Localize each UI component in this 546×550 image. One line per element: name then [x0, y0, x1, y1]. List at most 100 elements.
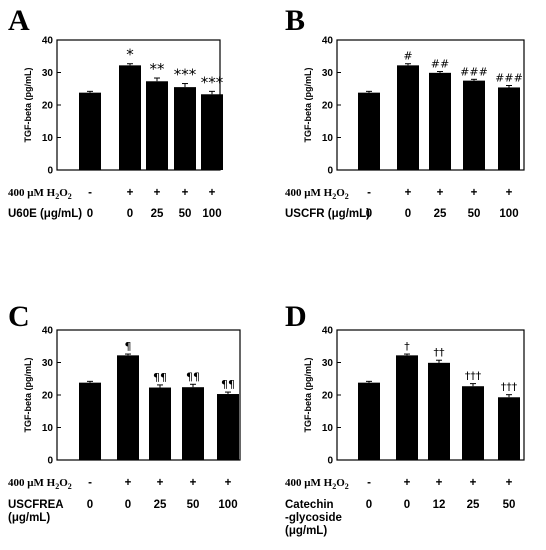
- significance-mark: ***: [174, 66, 197, 84]
- h2o2-label-o: O: [336, 187, 345, 199]
- bar: [358, 382, 380, 460]
- h2o2-value: +: [225, 477, 232, 489]
- y-tick-label: 10: [42, 423, 54, 434]
- h2o2-value: +: [182, 187, 189, 199]
- y-tick-label: 40: [322, 326, 334, 337]
- significance-mark: ***: [201, 73, 224, 91]
- dose-label: U60E (μg/mL): [8, 208, 82, 220]
- significance-mark: ¶¶: [221, 378, 235, 391]
- bar: [146, 81, 168, 170]
- x-tick-label: 25: [154, 499, 167, 511]
- h2o2-value: +: [506, 477, 513, 489]
- y-tick-label: 0: [327, 166, 333, 177]
- x-tick-label: 50: [503, 499, 516, 511]
- h2o2-label-sub: 2: [55, 192, 59, 201]
- h2o2-label-o: O: [59, 477, 68, 489]
- bar: [182, 387, 204, 460]
- x-tick-label: 0: [366, 499, 372, 511]
- panel-letter: D: [285, 300, 307, 333]
- y-axis-label: TGF-beta (pg/mL): [303, 358, 313, 433]
- h2o2-label-sub: 2: [68, 482, 72, 491]
- x-tick-label: 25: [151, 208, 164, 220]
- h2o2-value: +: [157, 477, 164, 489]
- bar: [358, 92, 380, 170]
- h2o2-row-label: 400 μM H2O2: [8, 477, 72, 491]
- h2o2-value: +: [437, 187, 444, 199]
- h2o2-row-label: 400 μM H2O2: [285, 187, 349, 201]
- h2o2-label-sub: 2: [68, 192, 72, 201]
- bar: [217, 394, 239, 460]
- h2o2-label-o: O: [336, 477, 345, 489]
- h2o2-value: +: [154, 187, 161, 199]
- h2o2-label-sub: 2: [345, 192, 349, 201]
- h2o2-value: +: [436, 477, 443, 489]
- significance-mark: ##: [431, 58, 449, 71]
- y-tick-label: 20: [42, 391, 54, 402]
- dose-label: USCFREA: [8, 499, 64, 511]
- x-tick-label: 25: [434, 208, 447, 220]
- h2o2-value: +: [470, 477, 477, 489]
- h2o2-label-text: 400 μM H: [285, 187, 333, 199]
- x-tick-label: 100: [499, 208, 518, 220]
- significance-mark: *: [126, 46, 134, 64]
- h2o2-label-sub: 2: [332, 192, 336, 201]
- h2o2-value: -: [367, 187, 371, 199]
- y-tick-label: 0: [47, 166, 53, 177]
- y-tick-label: 30: [42, 358, 54, 369]
- h2o2-label-text: 400 μM H: [8, 477, 56, 489]
- significance-mark: ###: [495, 72, 523, 85]
- panel-letter: A: [8, 4, 30, 37]
- h2o2-value: -: [367, 477, 371, 489]
- h2o2-value: +: [471, 187, 478, 199]
- significance-mark: ¶¶: [186, 370, 200, 383]
- significance-mark: ¶: [125, 340, 132, 353]
- h2o2-label-o: O: [59, 187, 68, 199]
- y-tick-label: 20: [322, 101, 334, 112]
- h2o2-label-text: 400 μM H: [285, 477, 333, 489]
- y-tick-label: 20: [42, 101, 54, 112]
- dose-label: USCFR (μg/mL): [285, 208, 370, 220]
- h2o2-value: +: [506, 187, 513, 199]
- bar: [397, 65, 419, 170]
- dose-label: (μg/mL): [8, 512, 50, 524]
- y-axis-label: TGF-beta (pg/mL): [23, 68, 33, 143]
- x-tick-label: 0: [127, 208, 133, 220]
- bar: [201, 94, 223, 170]
- significance-mark: ###: [460, 65, 488, 78]
- y-tick-label: 20: [322, 391, 334, 402]
- bar: [498, 87, 520, 170]
- bar: [463, 80, 485, 170]
- x-tick-label: 25: [467, 499, 480, 511]
- significance-mark: ††: [434, 346, 446, 359]
- x-tick-label: 0: [87, 499, 93, 511]
- y-tick-label: 0: [327, 456, 333, 467]
- h2o2-label-sub: 2: [332, 482, 336, 491]
- h2o2-row-label: 400 μM H2O2: [285, 477, 349, 491]
- bar: [119, 65, 141, 170]
- x-tick-label: 100: [218, 499, 237, 511]
- bar: [149, 387, 171, 460]
- y-tick-label: 10: [322, 133, 334, 144]
- x-tick-label: 0: [405, 208, 411, 220]
- bar: [429, 72, 451, 170]
- y-tick-label: 30: [322, 358, 334, 369]
- significance-mark: †: [404, 340, 410, 353]
- h2o2-label-sub: 2: [55, 482, 59, 491]
- h2o2-value: +: [405, 187, 412, 199]
- dose-label: -glycoside: [285, 512, 342, 524]
- h2o2-value: +: [209, 187, 216, 199]
- h2o2-row-label: 400 μM H2O2: [8, 187, 72, 201]
- x-tick-label: 0: [87, 208, 93, 220]
- bar: [396, 355, 418, 460]
- h2o2-label-text: 400 μM H: [8, 187, 56, 199]
- dose-label: (μg/mL): [285, 525, 327, 537]
- h2o2-value: +: [127, 187, 134, 199]
- significance-mark: ¶¶: [153, 371, 167, 384]
- y-axis-label: TGF-beta (pg/mL): [23, 358, 33, 433]
- x-tick-label: 0: [125, 499, 131, 511]
- x-tick-label: 100: [202, 208, 221, 220]
- h2o2-value: +: [125, 477, 132, 489]
